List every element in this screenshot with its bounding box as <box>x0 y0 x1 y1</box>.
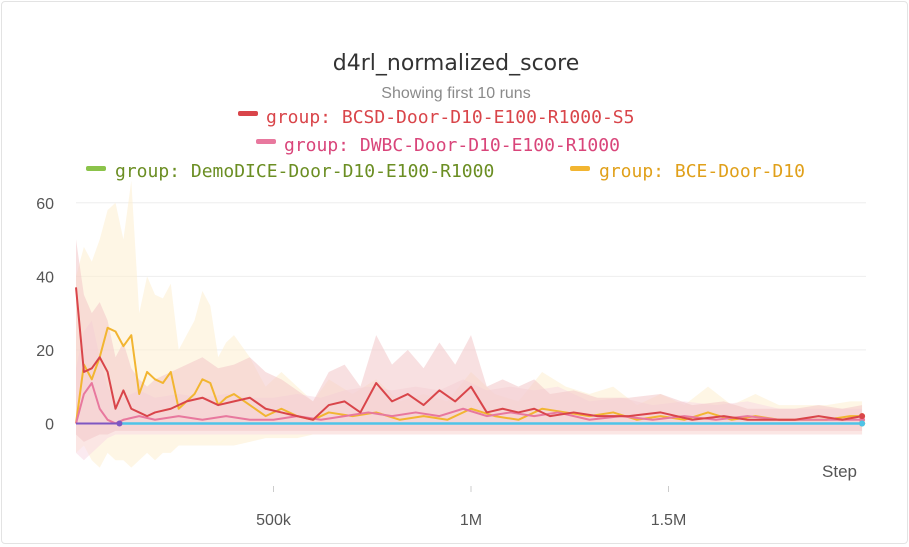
y-tick-label: 0 <box>45 416 54 433</box>
legend-swatch-bce <box>570 166 590 171</box>
x-axis-label: Step <box>822 462 857 481</box>
series-endpoint <box>859 413 866 420</box>
legend[interactable]: group: BCSD-Door-D10-E100-R1000-S5 group… <box>86 107 805 182</box>
confidence-bands <box>76 180 863 468</box>
legend-swatch-bcsd <box>238 111 258 116</box>
x-tick-label: 1M <box>460 512 482 529</box>
legend-label-dwbc[interactable]: group: DWBC-Door-D10-E100-R1000 <box>284 135 620 156</box>
legend-swatch-demodice <box>86 166 106 171</box>
x-tick-label: 1.5M <box>651 512 687 529</box>
series-endpoint <box>859 420 866 427</box>
chart-title: d4rl_normalized_score <box>333 51 579 76</box>
y-tick-label: 20 <box>36 343 54 360</box>
series-line[interactable] <box>75 382 863 425</box>
series-endpoints <box>116 413 866 427</box>
legend-swatch-dwbc <box>256 139 276 144</box>
series-lines <box>75 287 863 425</box>
y-axis-ticks: 0 20 40 60 <box>36 196 54 434</box>
x-tick-label: 500k <box>256 512 292 529</box>
legend-label-bce[interactable]: group: BCE-Door-D10 <box>599 161 805 182</box>
y-tick-label: 60 <box>36 196 54 213</box>
legend-label-bcsd[interactable]: group: BCSD-Door-D10-E100-R1000-S5 <box>266 107 634 128</box>
series-line[interactable] <box>75 287 863 421</box>
legend-label-demodice[interactable]: group: DemoDICE-Door-D10-E100-R1000 <box>115 161 494 182</box>
series-endpoint <box>116 420 123 427</box>
x-axis-ticks: 500k 1M 1.5M <box>256 486 686 529</box>
chart-subtitle: Showing first 10 runs <box>381 85 530 102</box>
confidence-band <box>76 239 863 442</box>
y-tick-label: 40 <box>36 269 54 286</box>
